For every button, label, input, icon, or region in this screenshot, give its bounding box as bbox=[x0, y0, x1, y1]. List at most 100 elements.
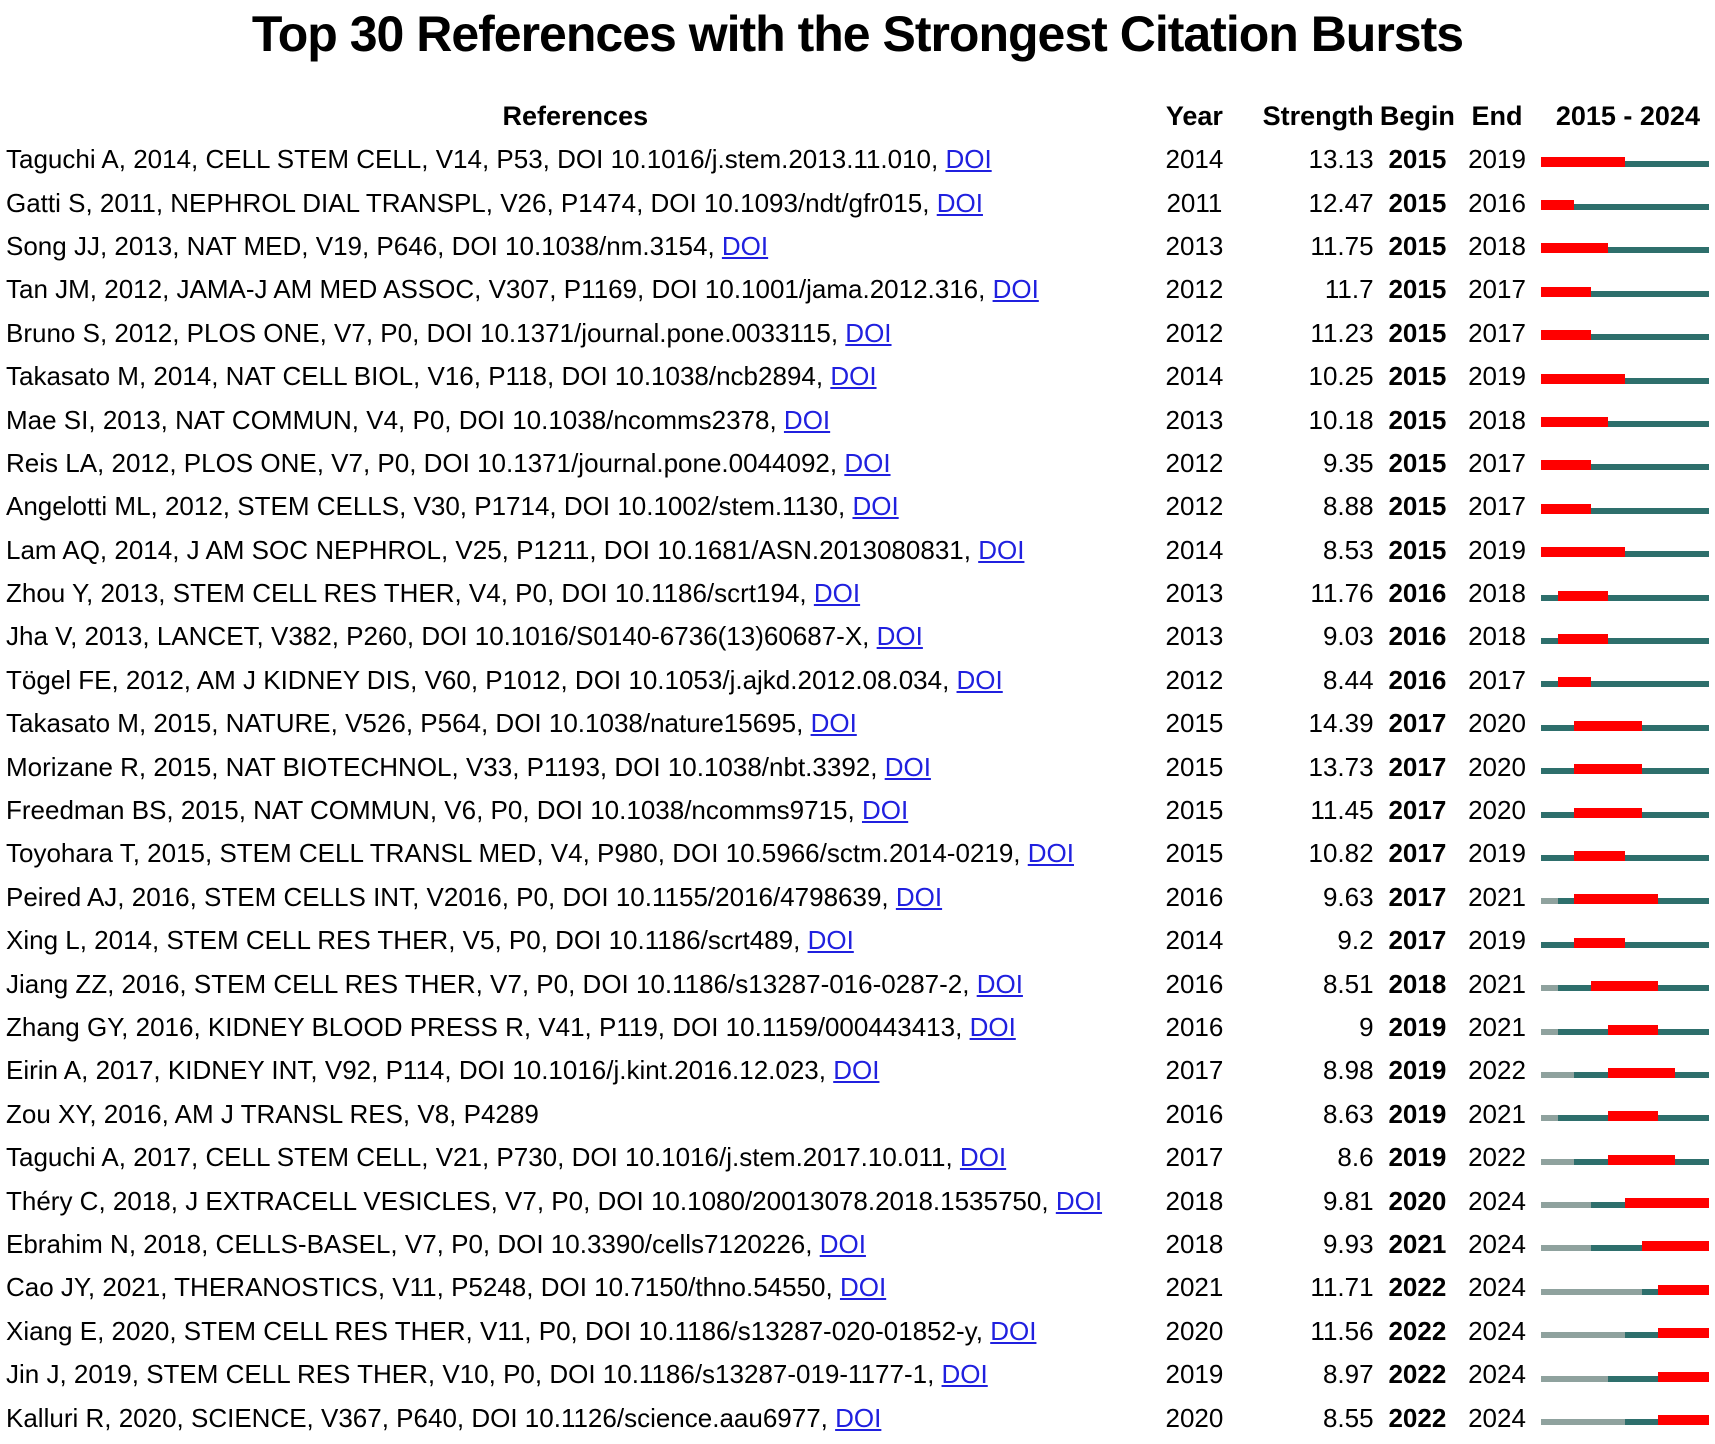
doi-link[interactable]: DOI bbox=[830, 361, 877, 392]
timeline-segment-2015 bbox=[1540, 460, 1558, 471]
timeline-segment-2020 bbox=[1624, 204, 1642, 211]
doi-link[interactable]: DOI bbox=[990, 1315, 1037, 1346]
timeline-segment-2024 bbox=[1691, 898, 1709, 905]
burst-end-year: 2017 bbox=[1468, 317, 1526, 348]
doi-link[interactable]: DOI bbox=[721, 230, 769, 261]
table-row: Peired AJ, 2016, STEM CELLS INT, V2016, … bbox=[0, 876, 1715, 919]
doi-link[interactable]: DOI bbox=[959, 1142, 1007, 1173]
timeline-segment-2017 bbox=[1574, 460, 1592, 471]
reference-text: Taguchi A, 2014, CELL STEM CELL, V14, P5… bbox=[6, 144, 992, 175]
timeline-segment-2019 bbox=[1608, 334, 1625, 341]
doi-link[interactable]: DOI bbox=[1027, 838, 1074, 869]
burst-timeline-bar bbox=[1540, 1198, 1709, 1209]
timeline-segment-2019 bbox=[1608, 373, 1625, 384]
timeline-segment-2021 bbox=[1641, 464, 1659, 471]
timeline-segment-2020 bbox=[1624, 637, 1642, 644]
doi-link[interactable]: DOI bbox=[876, 621, 923, 652]
timeline-segment-2015 bbox=[1540, 330, 1558, 341]
timeline-segment-2015 bbox=[1540, 854, 1558, 861]
timeline-segment-2019 bbox=[1608, 807, 1625, 818]
timeline-segment-2018 bbox=[1591, 633, 1608, 644]
burst-strength: 9.63 bbox=[1322, 881, 1374, 912]
reference-text: Gatti S, 2011, NEPHROL DIAL TRANSPL, V26… bbox=[6, 187, 983, 218]
reference-text: Eirin A, 2017, KIDNEY INT, V92, P114, DO… bbox=[6, 1055, 880, 1086]
doi-link[interactable]: DOI bbox=[833, 1055, 880, 1086]
timeline-segment-2023 bbox=[1675, 290, 1692, 297]
publication-year: 2017 bbox=[1165, 1055, 1224, 1086]
doi-link[interactable]: DOI bbox=[895, 881, 943, 912]
doi-link[interactable]: DOI bbox=[884, 751, 931, 782]
doi-link[interactable]: DOI bbox=[956, 664, 1003, 695]
timeline-segment-2017 bbox=[1574, 156, 1592, 167]
timeline-segment-2018 bbox=[1591, 464, 1608, 471]
doi-link[interactable]: DOI bbox=[1055, 1185, 1103, 1216]
table-body: Taguchi A, 2014, CELL STEM CELL, V14, P5… bbox=[0, 138, 1715, 1440]
timeline-segment-2024 bbox=[1691, 1371, 1709, 1382]
timeline-segment-2019 bbox=[1608, 1419, 1625, 1426]
doi-link[interactable]: DOI bbox=[845, 317, 892, 348]
doi-link[interactable]: DOI bbox=[819, 1228, 866, 1259]
burst-timeline-bar bbox=[1540, 1067, 1709, 1078]
timeline-segment-2018 bbox=[1591, 681, 1608, 688]
doi-link[interactable]: DOI bbox=[861, 795, 909, 826]
timeline-segment-2017 bbox=[1574, 243, 1592, 254]
publication-year: 2013 bbox=[1165, 404, 1224, 435]
doi-link[interactable]: DOI bbox=[992, 274, 1039, 305]
publication-year: 2014 bbox=[1165, 361, 1224, 392]
timeline-segment-2021 bbox=[1641, 204, 1659, 211]
timeline-segment-2016 bbox=[1557, 1158, 1575, 1165]
doi-link[interactable]: DOI bbox=[839, 1272, 887, 1303]
doi-link[interactable]: DOI bbox=[783, 404, 831, 435]
timeline-segment-2023 bbox=[1675, 1241, 1692, 1252]
doi-link[interactable]: DOI bbox=[810, 708, 857, 739]
reference-text: Taguchi A, 2017, CELL STEM CELL, V21, P7… bbox=[6, 1142, 1007, 1173]
doi-link[interactable]: DOI bbox=[835, 1402, 882, 1433]
reference-text: Toyohara T, 2015, STEM CELL TRANSL MED, … bbox=[6, 838, 1074, 869]
timeline-segment-2015 bbox=[1540, 898, 1558, 905]
table-row: Taguchi A, 2017, CELL STEM CELL, V21, P7… bbox=[0, 1136, 1715, 1179]
burst-strength: 8.97 bbox=[1322, 1359, 1374, 1390]
doi-link[interactable]: DOI bbox=[945, 144, 992, 175]
timeline-cell bbox=[1539, 936, 1715, 948]
timeline-segment-2017 bbox=[1574, 1158, 1592, 1165]
doi-link[interactable]: DOI bbox=[936, 187, 983, 218]
timeline-segment-2022 bbox=[1658, 1328, 1676, 1339]
header-year-range: 2015 - 2024 bbox=[1555, 100, 1700, 131]
doi-link[interactable]: DOI bbox=[941, 1359, 988, 1390]
timeline-segment-2016 bbox=[1557, 590, 1575, 601]
timeline-segment-2019 bbox=[1608, 507, 1625, 514]
burst-begin-year: 2016 bbox=[1388, 664, 1447, 695]
timeline-segment-2017 bbox=[1574, 1288, 1592, 1295]
publication-year: 2014 bbox=[1165, 144, 1224, 175]
doi-link[interactable]: DOI bbox=[852, 491, 899, 522]
doi-link[interactable]: DOI bbox=[969, 1012, 1016, 1042]
burst-timeline-bar bbox=[1540, 1415, 1709, 1426]
timeline-segment-2015 bbox=[1540, 243, 1558, 254]
timeline-segment-2018 bbox=[1591, 807, 1608, 818]
timeline-segment-2021 bbox=[1641, 1198, 1659, 1209]
timeline-segment-2019 bbox=[1608, 156, 1625, 167]
reference-text: Tan JM, 2012, JAMA-J AM MED ASSOC, V307,… bbox=[6, 274, 1039, 305]
timeline-cell bbox=[1539, 632, 1715, 644]
doi-link[interactable]: DOI bbox=[978, 534, 1025, 565]
timeline-segment-2022 bbox=[1658, 681, 1676, 688]
burst-timeline-bar bbox=[1540, 156, 1709, 167]
doi-link[interactable]: DOI bbox=[807, 925, 854, 956]
timeline-segment-2020 bbox=[1624, 594, 1642, 601]
publication-year: 2016 bbox=[1165, 1098, 1224, 1129]
timeline-segment-2016 bbox=[1557, 1332, 1575, 1339]
burst-end-year: 2018 bbox=[1468, 230, 1526, 261]
doi-link[interactable]: DOI bbox=[813, 578, 861, 609]
timeline-segment-2022 bbox=[1658, 160, 1676, 167]
timeline-cell bbox=[1539, 1283, 1715, 1295]
doi-link[interactable]: DOI bbox=[844, 447, 891, 478]
timeline-segment-2023 bbox=[1675, 724, 1692, 731]
publication-year: 2015 bbox=[1165, 795, 1224, 826]
burst-strength: 9 bbox=[1359, 1012, 1374, 1042]
timeline-segment-2022 bbox=[1658, 290, 1676, 297]
burst-timeline-bar bbox=[1540, 1284, 1709, 1295]
timeline-segment-2018 bbox=[1591, 1028, 1608, 1035]
doi-link[interactable]: DOI bbox=[976, 968, 1023, 999]
timeline-segment-2019 bbox=[1608, 594, 1625, 601]
burst-strength: 8.6 bbox=[1337, 1142, 1374, 1173]
